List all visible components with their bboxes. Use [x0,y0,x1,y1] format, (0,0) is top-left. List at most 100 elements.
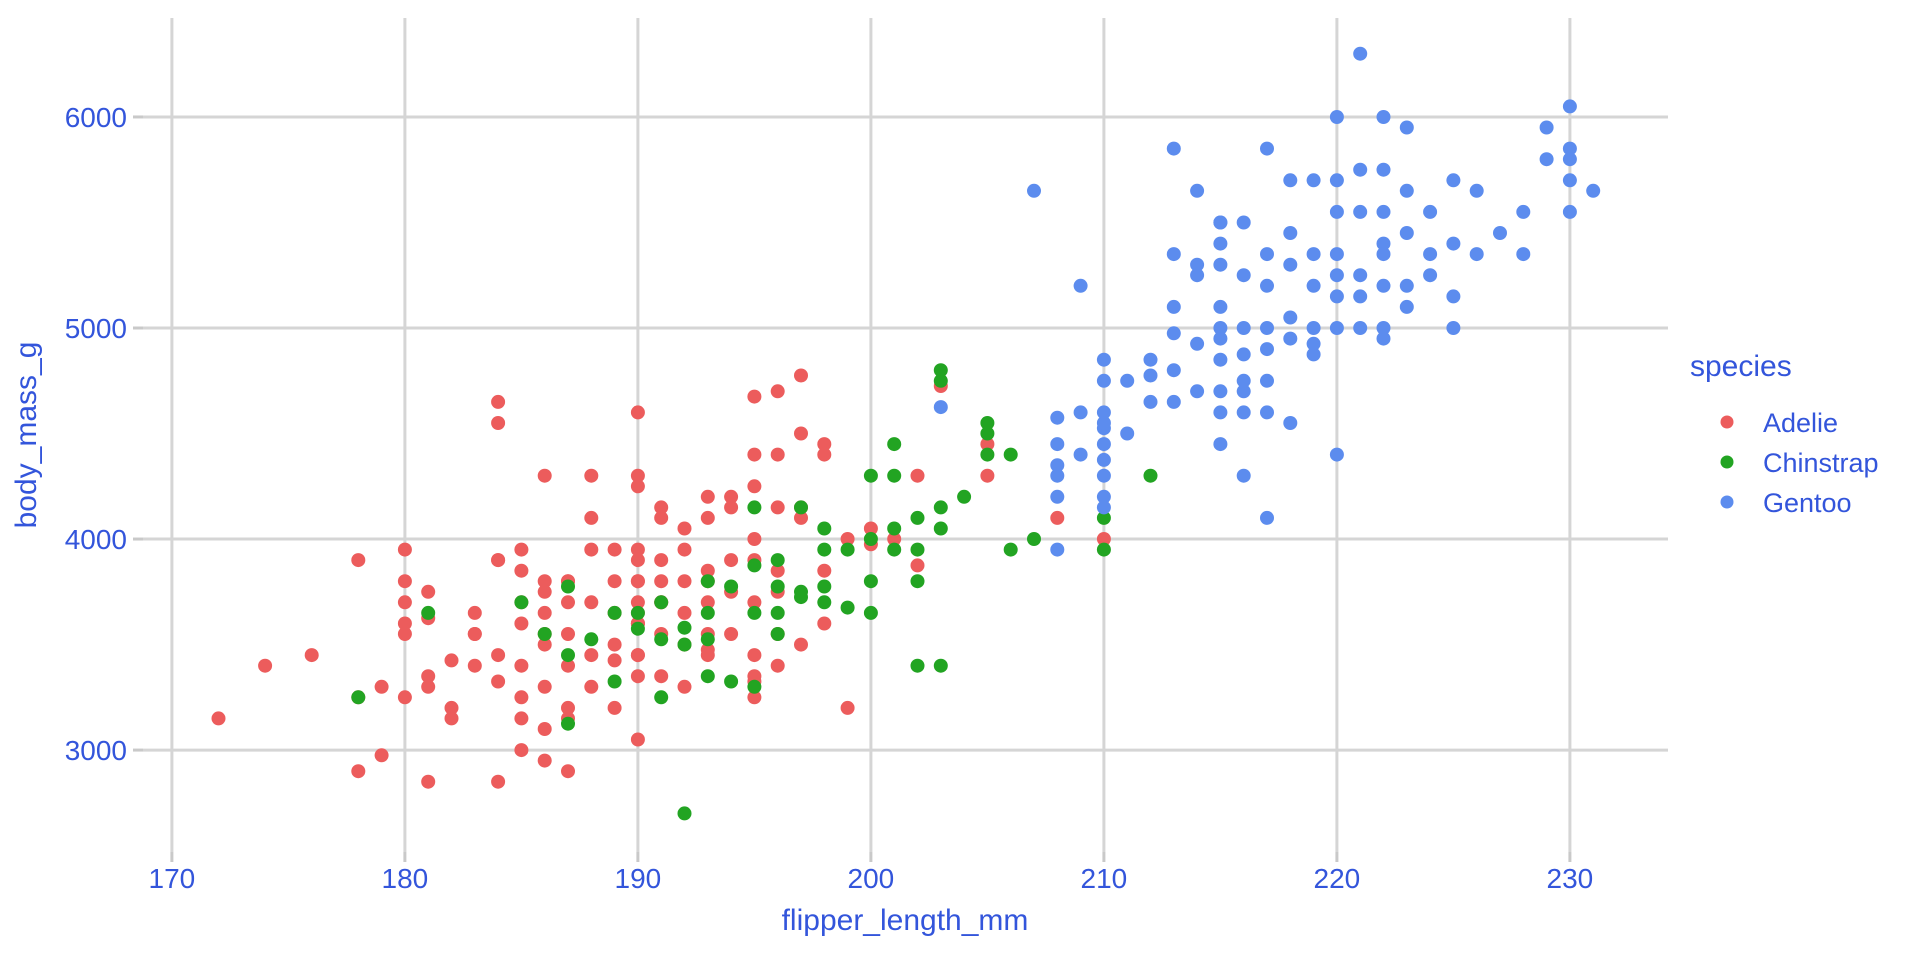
data-point-gentoo [1353,162,1368,177]
data-point-chinstrap [561,716,575,731]
data-point-adelie [654,500,669,515]
legend-swatch-gentoo [1720,495,1734,509]
y-tick-label: 6000 [65,102,127,133]
data-point-chinstrap [654,595,669,610]
data-point-gentoo [1562,99,1577,114]
data-point-chinstrap [561,648,575,663]
data-point-adelie [537,637,552,652]
data-point-gentoo [1260,278,1274,293]
data-point-adelie [561,700,575,715]
data-point-adelie [770,384,785,399]
data-point-adelie [607,574,622,589]
data-point-adelie [514,690,529,705]
data-point-adelie [537,722,552,736]
data-point-adelie [491,648,506,663]
data-point-gentoo [1423,247,1438,262]
legend-item-adelie: Adelie [1720,408,1838,438]
data-point-adelie [887,532,902,546]
data-point-gentoo [1050,468,1065,483]
data-point-gentoo [1446,173,1461,188]
data-point-adelie [584,468,599,483]
data-point-adelie [840,532,855,546]
data-point-adelie [724,627,739,641]
data-point-gentoo [1376,247,1391,262]
data-point-gentoo [1213,352,1228,367]
data-point-adelie [561,658,575,673]
data-point-adelie [258,658,273,673]
data-point-chinstrap [537,627,552,641]
legend-items: Adelie Chinstrap Gentoo [1720,408,1879,518]
data-point-chinstrap [863,468,878,483]
data-point-chinstrap [351,690,366,705]
data-point-chinstrap [1027,532,1041,546]
data-point-adelie [607,700,622,715]
data-point-gentoo [1306,336,1321,351]
data-point-adelie [537,584,552,599]
data-point-gentoo [1306,278,1321,293]
data-point-chinstrap [887,521,902,536]
data-point-adelie [561,764,575,779]
data-point-chinstrap [794,584,808,599]
data-point-adelie [1096,532,1111,546]
data-point-gentoo [1236,373,1251,388]
data-point-adelie [747,532,762,546]
data-point-chinstrap [1143,468,1158,483]
data-point-gentoo [1329,247,1344,262]
legend: species Adelie Chinstrap Gentoo [1690,350,1879,518]
data-point-gentoo [1050,489,1065,504]
data-point-adelie [630,405,645,420]
data-point-gentoo [1376,236,1391,251]
data-point-gentoo [1260,342,1274,357]
data-point-gentoo [1399,278,1414,293]
data-point-chinstrap [817,595,832,610]
data-point-adelie [397,690,412,705]
data-point-gentoo [1143,368,1158,383]
data-point-gentoo [1166,326,1181,341]
data-point-gentoo [1190,257,1205,272]
data-point-gentoo [1329,447,1344,462]
data-point-gentoo [1213,405,1228,420]
data-point-gentoo [1213,384,1228,399]
data-point-adelie [980,468,995,483]
data-point-gentoo [1469,183,1484,198]
data-point-gentoo [1213,321,1228,335]
data-point-chinstrap [770,553,785,568]
data-point-chinstrap [933,521,948,536]
y-tick-label: 5000 [65,313,127,344]
data-point-chinstrap [910,542,925,557]
data-point-gentoo [1096,405,1111,420]
data-point-gentoo [1213,331,1228,346]
data-point-gentoo [1283,331,1298,346]
data-point-adelie [700,642,715,657]
data-point-adelie [351,553,366,568]
data-point-adelie [537,679,552,694]
data-point-chinstrap [700,669,715,684]
data-point-gentoo [933,400,948,415]
legend-item-chinstrap: Chinstrap [1720,448,1879,478]
data-point-gentoo [1260,247,1274,262]
data-point-adelie [467,605,482,620]
data-point-adelie [700,489,715,504]
data-point-adelie [654,553,669,568]
data-point-adelie [304,648,319,663]
y-tick-label: 4000 [65,524,127,555]
data-point-adelie [397,574,412,589]
data-point-gentoo [1027,183,1041,198]
data-point-chinstrap [630,621,645,636]
data-point-adelie [747,648,762,663]
x-tick-label: 180 [382,863,429,894]
data-point-gentoo [1236,321,1251,335]
data-point-gentoo [1096,373,1111,388]
data-point-chinstrap [794,500,808,515]
data-point-gentoo [1562,152,1577,167]
data-point-gentoo [1446,289,1461,304]
data-point-adelie [444,653,459,668]
data-point-adelie [770,658,785,673]
data-point-chinstrap [817,542,832,557]
data-point-chinstrap [980,447,995,462]
data-point-chinstrap [514,595,529,610]
data-point-gentoo [1539,120,1554,135]
data-point-gentoo [1190,336,1205,351]
legend-label: Chinstrap [1763,448,1879,478]
data-point-gentoo [1096,500,1111,515]
